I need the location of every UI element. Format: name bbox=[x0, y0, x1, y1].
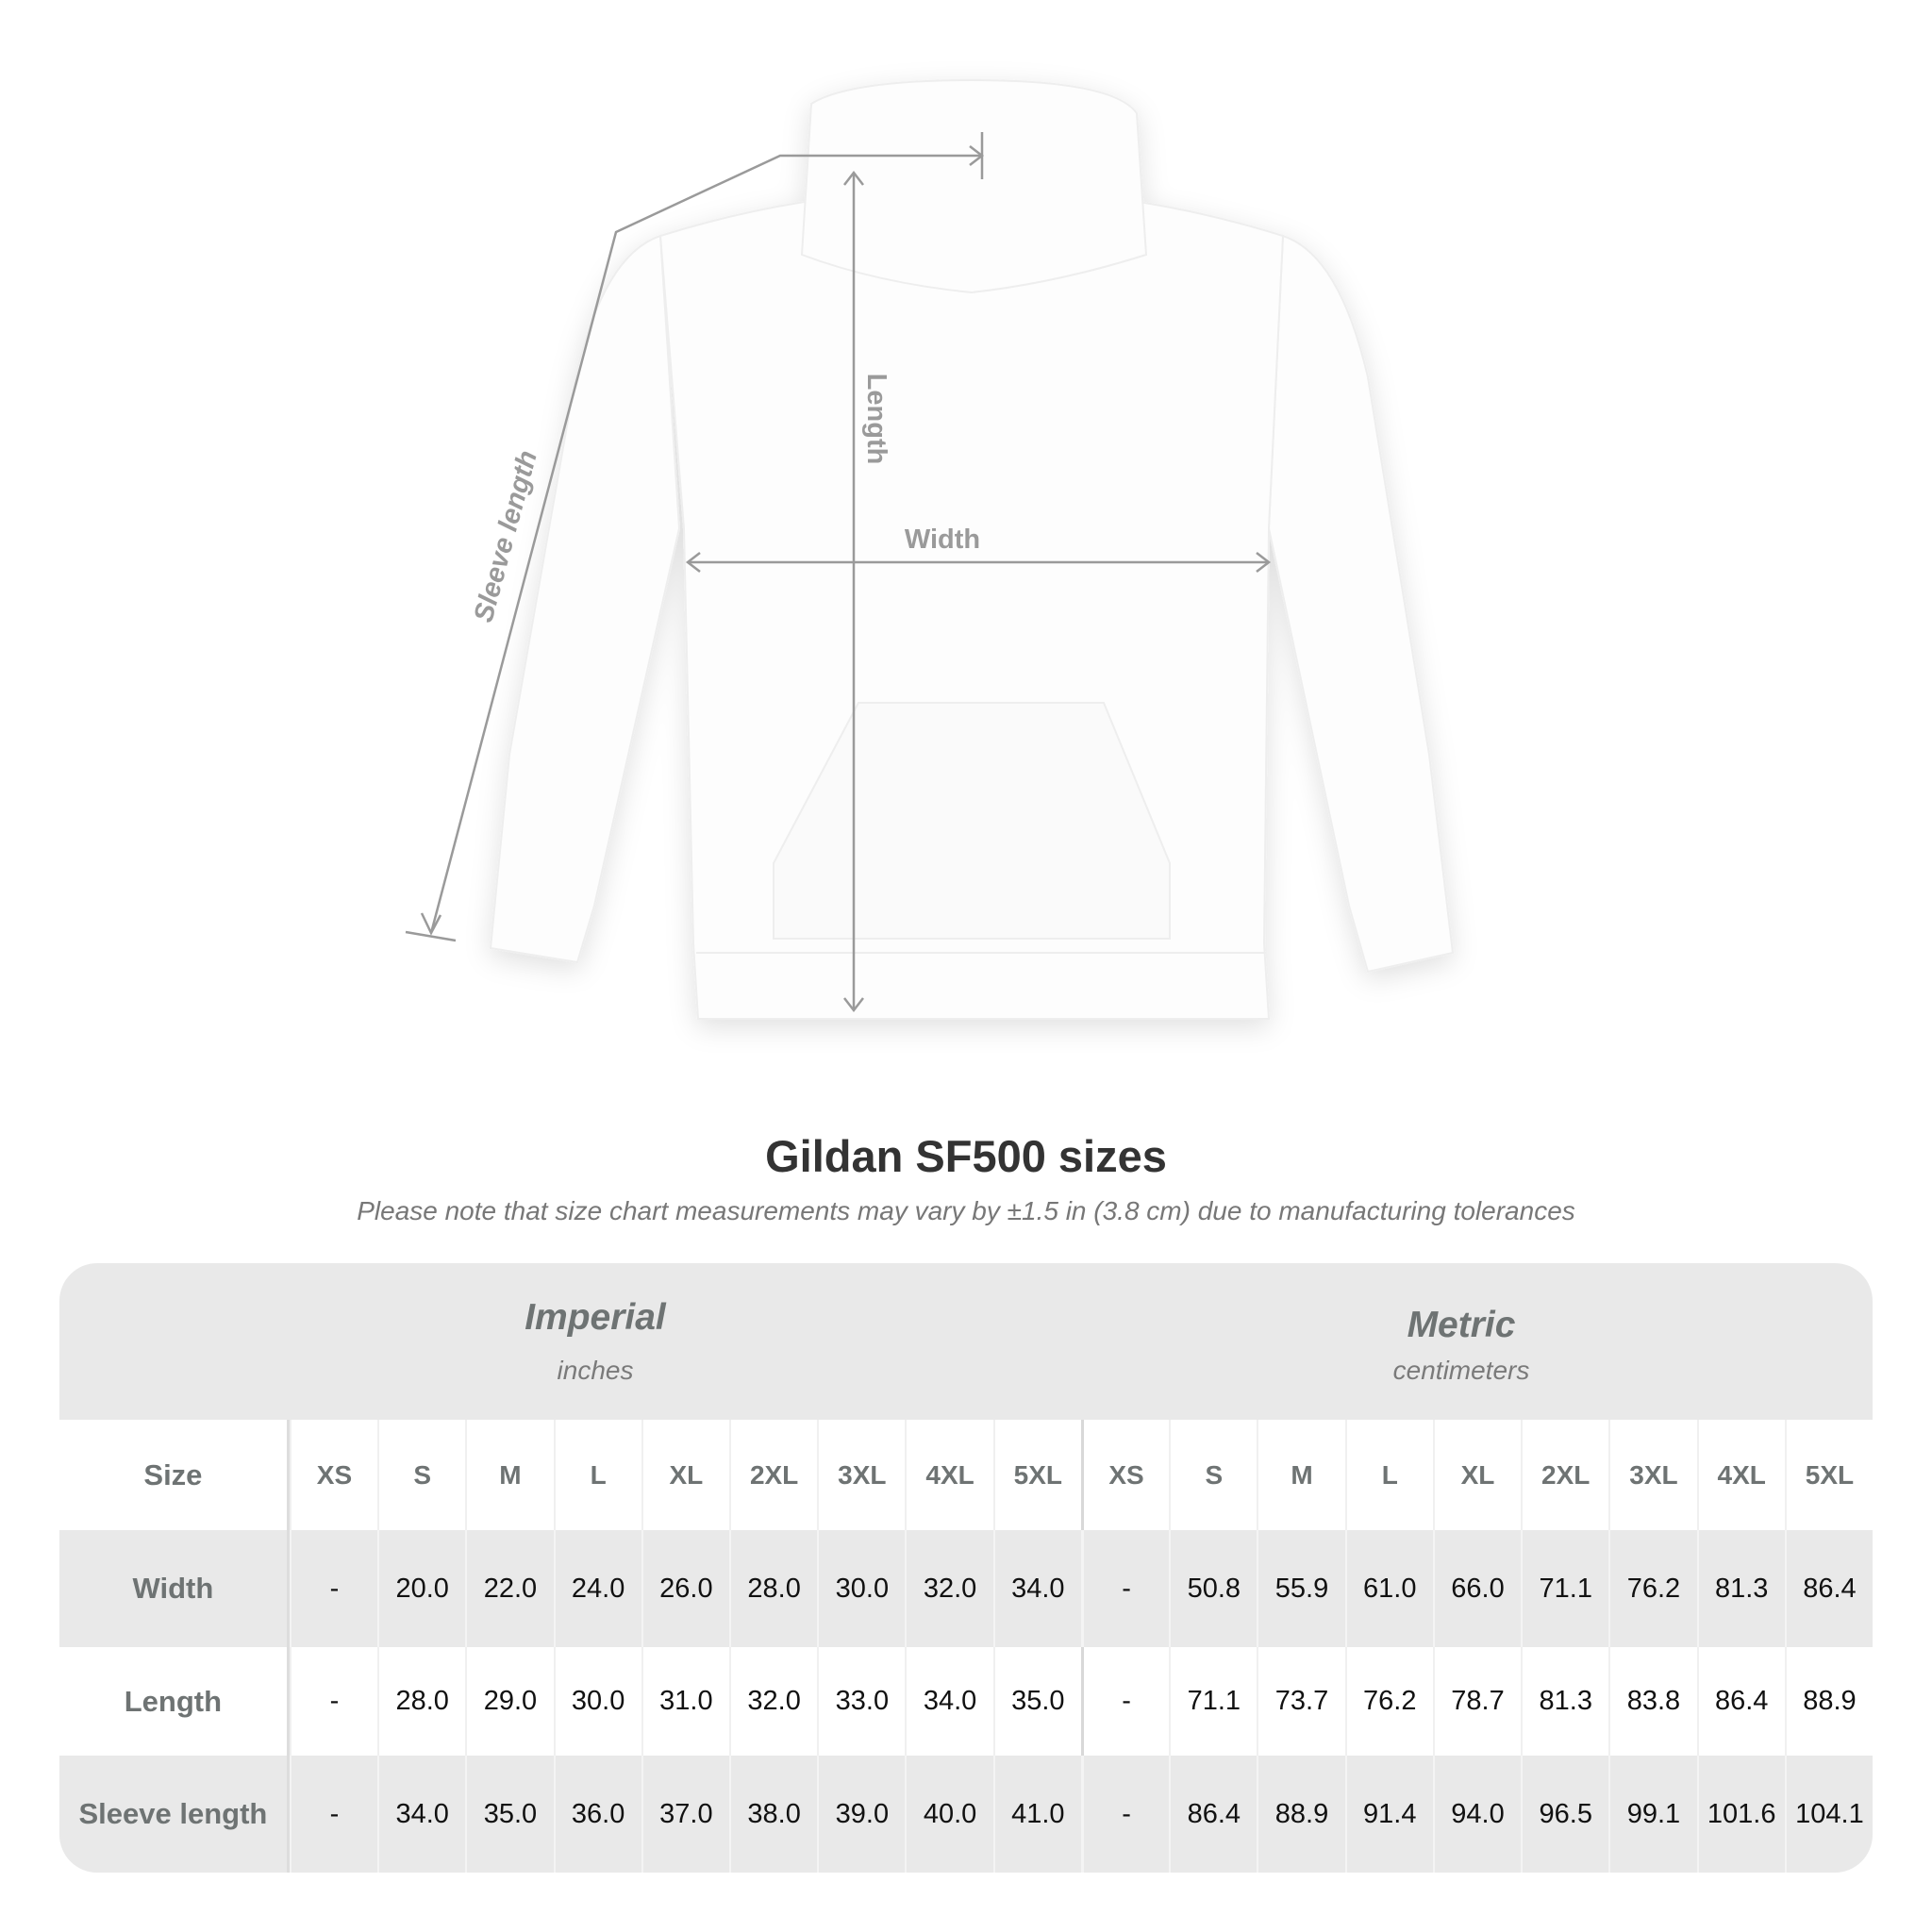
sleeve-length-line bbox=[429, 154, 982, 934]
table-cell: 37.0 bbox=[641, 1756, 729, 1873]
table-cell: 66.0 bbox=[1432, 1530, 1521, 1647]
table-cell: 29.0 bbox=[465, 1647, 553, 1756]
table-cell: - bbox=[1080, 1756, 1169, 1873]
size-column-header: 4XL bbox=[1696, 1420, 1785, 1530]
table-cell: 99.1 bbox=[1608, 1756, 1696, 1873]
table-cell: - bbox=[1080, 1647, 1169, 1756]
size-column-header: 3XL bbox=[1608, 1420, 1696, 1530]
size-column-header: XS bbox=[289, 1420, 377, 1530]
table-cell: 34.0 bbox=[377, 1756, 465, 1873]
page-title: Gildan SF500 sizes bbox=[765, 1131, 1167, 1181]
table-cell: 38.0 bbox=[729, 1756, 817, 1873]
table-cell: 81.3 bbox=[1521, 1647, 1608, 1756]
size-column-header: M bbox=[1257, 1420, 1344, 1530]
table-cell: 31.0 bbox=[641, 1647, 729, 1756]
size-column-header: XS bbox=[1080, 1420, 1169, 1530]
table-cell: 55.9 bbox=[1257, 1530, 1344, 1647]
table-row: Width -20.0 22.0 24.0 26.0 28.0 30.0 32.0 34.0-5… bbox=[59, 1530, 1873, 1647]
unit-header-band bbox=[59, 1263, 1873, 1420]
table-cell: 78.7 bbox=[1432, 1647, 1521, 1756]
table-cell: 28.0 bbox=[729, 1530, 817, 1647]
table-cell: - bbox=[289, 1647, 377, 1756]
table-cell: 88.9 bbox=[1784, 1647, 1873, 1756]
table-cell: 35.0 bbox=[992, 1647, 1081, 1756]
size-column-header: L bbox=[1344, 1420, 1433, 1530]
table-cell: 22.0 bbox=[465, 1530, 553, 1647]
table-cell: 91.4 bbox=[1344, 1756, 1433, 1873]
table-cell: 61.0 bbox=[1344, 1530, 1433, 1647]
table-cell: 96.5 bbox=[1521, 1756, 1608, 1873]
table-cell: 39.0 bbox=[817, 1756, 905, 1873]
table-cell: 30.0 bbox=[553, 1647, 641, 1756]
size-column-header: XL bbox=[641, 1420, 729, 1530]
imperial-header: Imperial inches bbox=[525, 1297, 666, 1385]
table-cell: 76.2 bbox=[1344, 1647, 1433, 1756]
size-label: Size bbox=[59, 1420, 290, 1530]
tolerance-note: Please note that size chart measurements… bbox=[357, 1196, 1575, 1225]
table-cell: 94.0 bbox=[1432, 1756, 1521, 1873]
table-cell: 86.4 bbox=[1169, 1756, 1257, 1873]
size-column-header: 2XL bbox=[729, 1420, 817, 1530]
table-cell: 71.1 bbox=[1521, 1530, 1608, 1647]
table-cell: 28.0 bbox=[377, 1647, 465, 1756]
table-cell: 73.7 bbox=[1257, 1647, 1344, 1756]
table-cell: 40.0 bbox=[905, 1756, 992, 1873]
size-column-header: L bbox=[553, 1420, 641, 1530]
table-cell: - bbox=[289, 1530, 377, 1647]
table-cell: 76.2 bbox=[1608, 1530, 1696, 1647]
table-cell: 20.0 bbox=[377, 1530, 465, 1647]
table-cell: 104.1 bbox=[1784, 1756, 1873, 1873]
size-column-header: 5XL bbox=[1784, 1420, 1873, 1530]
measurement-lines bbox=[405, 132, 1272, 1013]
size-table: Imperial inches Metric centimeters Size X… bbox=[59, 1263, 1873, 1873]
table-cell: 26.0 bbox=[641, 1530, 729, 1647]
table-cell: 83.8 bbox=[1608, 1647, 1696, 1756]
sleeve-length-label: Sleeve length bbox=[469, 447, 543, 625]
table-cell: 36.0 bbox=[553, 1756, 641, 1873]
size-column-header: 2XL bbox=[1521, 1420, 1608, 1530]
table-cell: 71.1 bbox=[1169, 1647, 1257, 1756]
size-column-header: S bbox=[1169, 1420, 1257, 1530]
table-cell: 101.6 bbox=[1696, 1756, 1785, 1873]
table-cell: 50.8 bbox=[1169, 1530, 1257, 1647]
length-label: Length bbox=[861, 374, 891, 465]
table-cell: 86.4 bbox=[1696, 1647, 1785, 1756]
table-cell: 88.9 bbox=[1257, 1756, 1344, 1873]
table-row: Sleeve length -34.0 35.0 36.0 37.0 38.0 39.0 40… bbox=[59, 1756, 1873, 1873]
size-column-header: S bbox=[377, 1420, 465, 1530]
hoodie-image bbox=[489, 78, 1455, 1020]
table-cell: 32.0 bbox=[729, 1647, 817, 1756]
table-cell: 86.4 bbox=[1784, 1530, 1873, 1647]
table-cell: 34.0 bbox=[905, 1647, 992, 1756]
table-cell: 81.3 bbox=[1696, 1530, 1785, 1647]
table-cell: 34.0 bbox=[992, 1530, 1081, 1647]
table-cell: 41.0 bbox=[992, 1756, 1081, 1873]
row-label: Length bbox=[59, 1647, 290, 1756]
table-cell: 30.0 bbox=[817, 1530, 905, 1647]
table-cell: - bbox=[1080, 1530, 1169, 1647]
size-column-header: 3XL bbox=[817, 1420, 905, 1530]
size-column-header: M bbox=[465, 1420, 553, 1530]
size-column-header: 4XL bbox=[905, 1420, 992, 1530]
table-cell: - bbox=[289, 1756, 377, 1873]
table-row: Length -28.0 29.0 30.0 31.0 32.0 33.0 34.0 35.0-… bbox=[59, 1647, 1873, 1756]
size-column-header: 5XL bbox=[992, 1420, 1081, 1530]
row-label: Width bbox=[59, 1530, 290, 1647]
row-label: Sleeve length bbox=[59, 1756, 290, 1873]
width-label: Width bbox=[905, 525, 980, 555]
size-header-row: Size XS S M L XL 2XL 3XL 4XL 5XL XS S M L XL 2XL 3XL 4XL 5… bbox=[59, 1420, 1873, 1530]
table-cell: 35.0 bbox=[465, 1756, 553, 1873]
table-cell: 32.0 bbox=[905, 1530, 992, 1647]
table-cell: 24.0 bbox=[553, 1530, 641, 1647]
metric-header: Metric centimeters bbox=[1392, 1305, 1530, 1385]
size-column-header: XL bbox=[1432, 1420, 1521, 1530]
table-cell: 33.0 bbox=[817, 1647, 905, 1756]
hoodie-diagram: Length Width Sleeve length bbox=[405, 78, 1455, 1020]
